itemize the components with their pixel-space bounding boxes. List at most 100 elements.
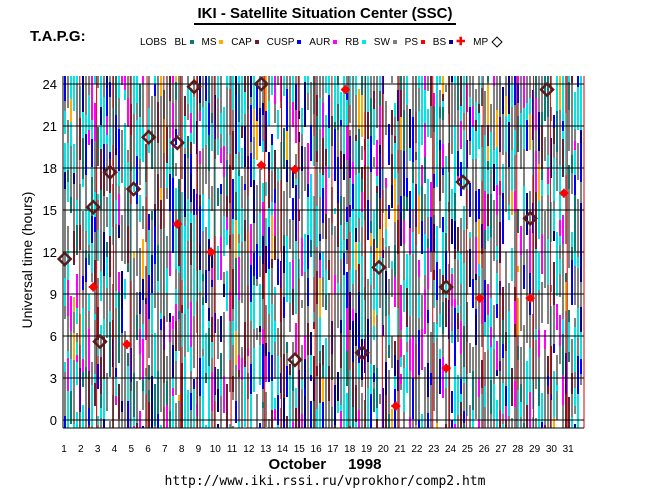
region-bar bbox=[295, 84, 297, 110]
region-bar bbox=[217, 76, 219, 98]
region-bar bbox=[493, 349, 495, 384]
region-bar bbox=[478, 420, 480, 428]
region-bar bbox=[388, 293, 390, 315]
region-bar bbox=[217, 424, 219, 428]
region-bar bbox=[430, 76, 432, 106]
region-bar bbox=[271, 145, 273, 171]
region-bar bbox=[562, 139, 564, 177]
region-bar bbox=[346, 351, 348, 386]
region-bar bbox=[544, 349, 546, 359]
region-bar bbox=[376, 368, 378, 408]
region-bar bbox=[373, 289, 375, 310]
region-bar bbox=[571, 373, 573, 394]
region-bar bbox=[511, 418, 513, 428]
region-bar bbox=[268, 170, 270, 208]
region-bar bbox=[547, 386, 549, 394]
region-bar bbox=[154, 226, 156, 264]
region-bar bbox=[400, 150, 402, 176]
region-bar bbox=[574, 150, 576, 175]
region-bar bbox=[541, 234, 543, 274]
region-bar bbox=[202, 194, 204, 231]
region-bar bbox=[217, 246, 219, 280]
region-bar bbox=[496, 289, 498, 304]
region-bar bbox=[85, 115, 87, 134]
region-bar bbox=[67, 226, 69, 250]
region-bar bbox=[376, 359, 378, 368]
region-bar bbox=[475, 345, 477, 387]
region-bar bbox=[493, 338, 495, 349]
region-bar bbox=[214, 236, 216, 265]
region-bar bbox=[283, 398, 285, 422]
region-bar bbox=[355, 422, 357, 428]
region-bar bbox=[436, 300, 438, 324]
region-bar bbox=[412, 76, 414, 117]
region-bar bbox=[430, 106, 432, 138]
source-url[interactable]: http://www.iki.rssi.ru/vprokhor/comp2.ht… bbox=[164, 474, 486, 489]
region-bar bbox=[181, 192, 183, 226]
region-bar bbox=[346, 250, 348, 264]
region-bar bbox=[220, 353, 222, 379]
region-bar bbox=[277, 76, 279, 85]
region-bar bbox=[421, 165, 423, 185]
region-bar bbox=[460, 394, 462, 402]
region-bar bbox=[103, 379, 105, 419]
region-bar bbox=[553, 231, 555, 241]
region-bar bbox=[349, 217, 351, 232]
region-bar bbox=[103, 276, 105, 319]
region-bar bbox=[133, 76, 135, 114]
region-bar bbox=[139, 248, 141, 292]
region-bar bbox=[214, 139, 216, 159]
region-bar bbox=[412, 367, 414, 378]
region-bar bbox=[274, 342, 276, 379]
region-bar bbox=[481, 420, 483, 428]
x-tick-label: 30 bbox=[546, 444, 558, 455]
region-bar bbox=[271, 304, 273, 338]
region-bar bbox=[469, 76, 471, 97]
region-bar bbox=[346, 126, 348, 160]
region-bar bbox=[451, 219, 453, 244]
region-bar bbox=[550, 76, 552, 87]
region-bar bbox=[568, 322, 570, 337]
region-bar bbox=[160, 384, 162, 394]
region-bar bbox=[106, 327, 108, 338]
region-bar bbox=[433, 252, 435, 270]
ps-marker bbox=[290, 164, 300, 174]
region-bar bbox=[145, 368, 147, 376]
region-bar bbox=[475, 131, 477, 159]
region-bar bbox=[400, 339, 402, 357]
region-bar bbox=[436, 76, 438, 107]
region-bar bbox=[436, 262, 438, 300]
region-bar bbox=[214, 120, 216, 139]
region-bar bbox=[532, 417, 534, 428]
region-bar bbox=[262, 236, 264, 264]
region-bar bbox=[367, 388, 369, 427]
region-bar bbox=[505, 386, 507, 406]
region-bar bbox=[328, 401, 330, 428]
region-bar bbox=[211, 372, 213, 411]
region-bar bbox=[463, 76, 465, 113]
region-bar bbox=[349, 76, 351, 105]
region-bar bbox=[448, 202, 450, 212]
region-bar bbox=[82, 112, 84, 138]
region-bar bbox=[406, 76, 408, 105]
region-bar bbox=[412, 210, 414, 232]
x-tick-label: 8 bbox=[179, 444, 185, 455]
region-bar bbox=[547, 184, 549, 195]
region-bar bbox=[274, 287, 276, 295]
region-bar bbox=[439, 269, 441, 299]
region-bar bbox=[256, 267, 258, 279]
region-bar bbox=[451, 115, 453, 154]
region-bar bbox=[577, 394, 579, 428]
region-bar bbox=[394, 143, 396, 179]
region-bar bbox=[160, 394, 162, 412]
region-bar bbox=[166, 117, 168, 127]
region-bar bbox=[148, 402, 150, 428]
region-bar bbox=[394, 376, 396, 389]
region-bar bbox=[175, 403, 177, 428]
region-bar bbox=[304, 82, 306, 127]
region-bar bbox=[394, 117, 396, 130]
region-bar bbox=[64, 172, 66, 189]
region-bar bbox=[64, 143, 66, 172]
region-bar bbox=[370, 253, 372, 285]
region-bar bbox=[130, 93, 132, 104]
